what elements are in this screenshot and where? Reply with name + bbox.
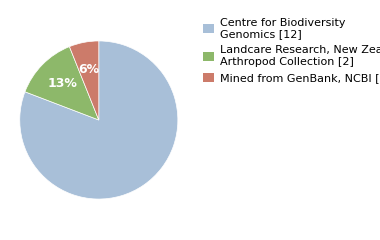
Wedge shape: [25, 47, 99, 120]
Wedge shape: [20, 41, 178, 199]
Legend: Centre for Biodiversity
Genomics [12], Landcare Research, New Zealand
Arthropod : Centre for Biodiversity Genomics [12], L…: [203, 18, 380, 84]
Text: 13%: 13%: [47, 78, 77, 90]
Wedge shape: [70, 41, 99, 120]
Text: 6%: 6%: [79, 63, 100, 76]
